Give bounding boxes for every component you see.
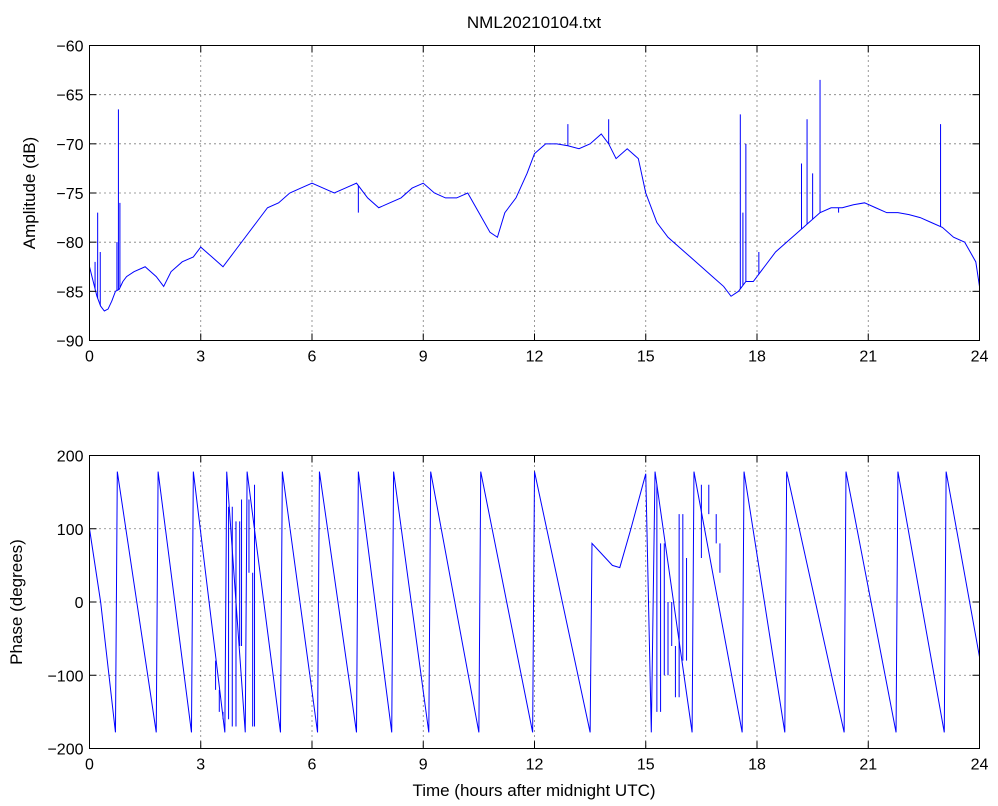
phase-ytick-label: 0 bbox=[75, 595, 84, 612]
phase-xtick-label: 0 bbox=[85, 757, 94, 774]
phase-series-1 bbox=[215, 484, 721, 727]
phase-xtick-label: 9 bbox=[419, 757, 428, 774]
amplitude-ytick-label: −80 bbox=[56, 235, 83, 252]
phase-ytick-label: −100 bbox=[47, 668, 83, 685]
amplitude-ytick-label: −75 bbox=[56, 186, 83, 203]
phase-ticks: 0 3 6 9 12 15 18 21 24 −200 −100 0 100 200 bbox=[47, 449, 988, 774]
phase-xtick-label: 21 bbox=[859, 757, 877, 774]
phase-ylabel: Phase (degrees) bbox=[7, 539, 26, 665]
amplitude-xtick-label: 21 bbox=[859, 349, 877, 366]
phase-xtick-label: 18 bbox=[748, 757, 766, 774]
amplitude-ytick-label: −70 bbox=[56, 137, 83, 154]
amplitude-xtick-label: 15 bbox=[637, 349, 655, 366]
amplitude-xtick-label: 3 bbox=[196, 349, 205, 366]
phase-ytick-label: −200 bbox=[47, 742, 83, 759]
phase-traces bbox=[89, 471, 980, 733]
phase-ytick-label: 100 bbox=[57, 522, 84, 539]
amplitude-xtick-label: 0 bbox=[85, 349, 94, 366]
amplitude-xtick-label: 24 bbox=[971, 349, 989, 366]
amplitude-ytick-label: −60 bbox=[56, 39, 83, 56]
phase-series-0 bbox=[89, 471, 980, 733]
phase-xtick-label: 3 bbox=[196, 757, 205, 774]
chart-title: NML20210104.txt bbox=[467, 13, 601, 32]
amplitude-ticks: 0 3 6 9 12 15 18 21 24 −90 −85 −80 −75 −70 −65 −60 bbox=[56, 39, 988, 366]
amplitude-ytick-label: −85 bbox=[56, 284, 83, 301]
amplitude-xtick-label: 9 bbox=[419, 349, 428, 366]
phase-panel: 0 3 6 9 12 15 18 21 24 −200 −100 0 100 200 Phase (deg… bbox=[7, 449, 989, 774]
amplitude-grid bbox=[89, 45, 980, 341]
x-axis-label: Time (hours after midnight UTC) bbox=[412, 781, 655, 800]
amplitude-ytick-label: −90 bbox=[56, 334, 83, 351]
amplitude-xtick-label: 12 bbox=[526, 349, 544, 366]
amplitude-traces bbox=[89, 79, 980, 312]
amplitude-series-0 bbox=[89, 133, 980, 312]
amplitude-xtick-label: 6 bbox=[308, 349, 317, 366]
amplitude-ylabel: Amplitude (dB) bbox=[20, 137, 39, 249]
phase-xtick-label: 24 bbox=[971, 757, 989, 774]
amplitude-panel: 0 3 6 9 12 15 18 21 24 −90 −85 −80 −75 −70 −65 −60 Ampl… bbox=[20, 39, 989, 366]
phase-xtick-label: 12 bbox=[526, 757, 544, 774]
phase-xtick-label: 6 bbox=[308, 757, 317, 774]
amplitude-xtick-label: 18 bbox=[748, 349, 766, 366]
phase-ytick-label: 200 bbox=[57, 449, 84, 466]
phase-xtick-label: 15 bbox=[637, 757, 655, 774]
amplitude-series-1 bbox=[94, 79, 942, 306]
amplitude-ytick-label: −65 bbox=[56, 88, 83, 105]
